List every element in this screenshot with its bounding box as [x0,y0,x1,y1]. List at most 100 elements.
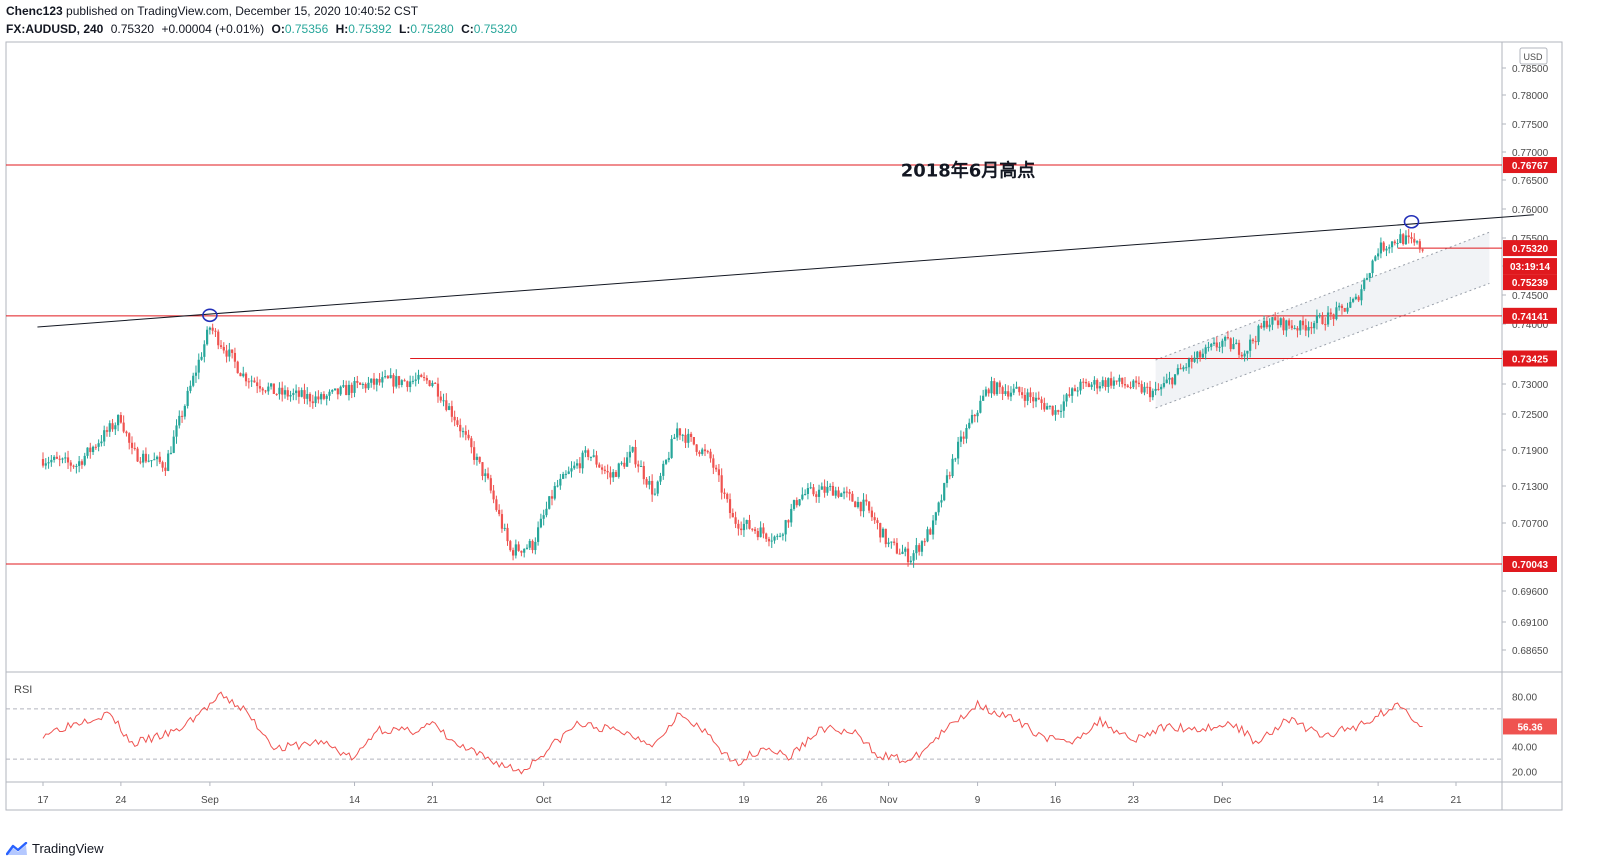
candle-body [670,438,673,458]
candle-body [442,400,445,402]
candle [845,486,848,498]
candle-body [445,400,448,410]
candle-body [125,431,128,434]
candle-body [478,456,481,463]
candle-body [687,433,690,443]
candle-body [1260,325,1263,328]
candle [912,550,915,568]
candle-body [1310,326,1313,329]
candle [873,512,876,524]
candle [333,388,337,391]
candle-body [884,528,887,545]
candle-body [1304,325,1307,331]
candle [295,384,298,401]
symbol-name[interactable]: FX:AUDUSD, 240 [6,22,104,36]
candle [1043,397,1046,412]
candle [250,375,253,387]
candle-body [617,463,620,477]
candle-body [773,536,776,541]
candle [400,379,403,388]
candle-body [147,460,150,462]
trendline[interactable] [37,214,1534,328]
candle-body [1107,378,1110,387]
candle-body [609,472,612,478]
candle-body [987,389,990,394]
price-tick-label: 0.78000 [1512,91,1549,102]
candle-body [1096,380,1099,389]
candle [386,375,390,380]
candle [792,499,796,511]
candle-body [1410,237,1413,239]
candle [895,538,899,555]
candle [715,464,718,472]
swing-high-marker[interactable] [202,308,218,323]
candle [111,418,114,432]
candle-body [317,396,320,400]
candle [1012,383,1015,396]
candle-body [1201,353,1204,358]
candle-body [41,459,45,466]
candle [80,459,84,469]
candle-body [122,422,125,432]
time-tick-label: 9 [975,795,981,806]
candle-body [233,352,237,362]
candle [1326,306,1330,327]
time-tick-label: 16 [1050,795,1062,806]
candle-body [990,381,993,394]
candle [169,446,173,455]
tradingview-logo[interactable]: TradingView [6,841,104,856]
candle-body [1057,410,1060,412]
candle [200,352,203,361]
channel-lower-line[interactable] [1155,282,1490,409]
candle [100,434,103,447]
currency-badge[interactable] [1519,47,1548,65]
candle [411,375,415,385]
candle [214,328,217,338]
rsi-line[interactable] [42,691,1423,775]
candle-body [915,545,918,554]
candle [1140,380,1143,395]
candle-body [406,381,409,388]
candle [342,380,345,389]
rsi-tick-label: 20.00 [1512,768,1537,779]
candle [1090,382,1093,390]
candle [144,447,148,464]
candle [180,410,184,423]
candle [1034,392,1038,408]
candle [1243,350,1246,362]
candle [1187,357,1191,374]
swing-high-marker[interactable] [1403,214,1420,229]
candle [720,468,723,500]
candle [467,429,470,441]
candle [358,382,362,386]
candle [550,489,554,506]
candle [425,375,428,384]
candle-body [411,380,415,382]
candle-body [384,376,387,378]
candle-body [83,455,86,465]
candle-body [567,471,570,474]
candle [940,494,943,508]
candle [781,532,784,541]
candle [926,526,929,543]
candle-body [678,428,682,436]
candle-body [1176,368,1179,375]
candle [879,522,882,543]
level-price-tag-bg [1503,556,1557,572]
candle [211,323,214,335]
candle-body [715,467,718,470]
candle [1076,386,1079,397]
candle [231,349,234,359]
candle [436,377,440,403]
candle-body [58,458,61,460]
candle [578,457,581,474]
author-name[interactable]: Chenc123 [6,4,63,18]
candle-body [66,457,70,463]
open-value: 0.75356 [284,22,329,36]
candle-body [178,415,181,426]
candle-body [598,464,601,468]
candle-body [1293,328,1296,330]
candle [397,375,401,389]
candle [225,344,228,363]
